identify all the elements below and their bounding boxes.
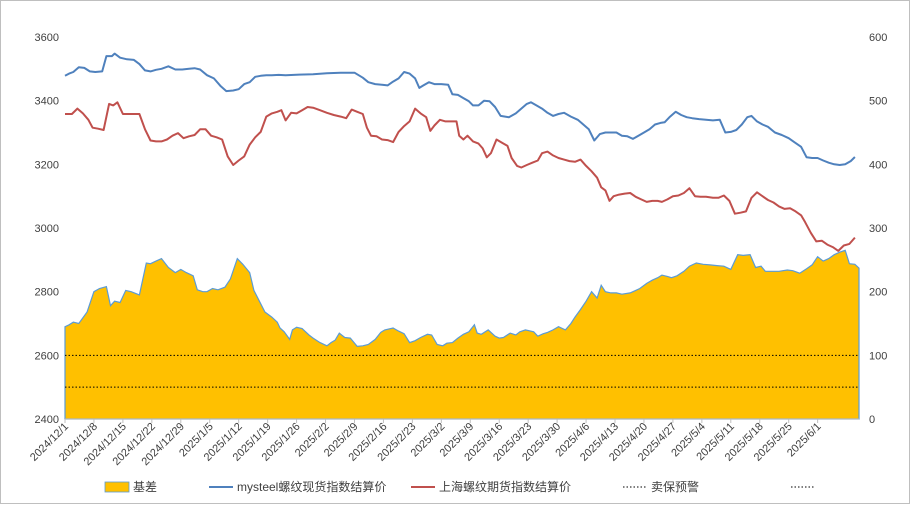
spot-index-line [64, 52, 856, 166]
y-left-tick-label: 3200 [35, 159, 59, 171]
y-right-tick-label: 300 [869, 223, 887, 235]
y-left-tick-label: 2600 [35, 350, 59, 362]
y-right-tick-label: 100 [869, 350, 887, 362]
y-right-tick-label: 400 [869, 159, 887, 171]
y-left-tick-label: 3600 [35, 32, 59, 44]
y-left-tick-label: 2800 [35, 287, 59, 299]
legend-swatch-basis [104, 481, 130, 493]
y-right-tick-label: 200 [869, 287, 887, 299]
y-left-tick-label: 2400 [35, 414, 59, 426]
y-left-tick-label: 3400 [35, 96, 59, 108]
legend-label: 基差 [133, 480, 157, 494]
y-right-tick-label: 0 [869, 414, 875, 426]
basis-area-layer [64, 249, 860, 420]
futures-index-line [65, 101, 856, 252]
legend-label: mysteel螺纹现货指数结算价 [237, 479, 386, 494]
legend-label: 上海螺纹期货指数结算价 [439, 479, 571, 494]
price-lines-layer [64, 52, 856, 252]
legend: 基差 mysteel螺纹现货指数结算价 上海螺纹期货指数结算价 卖保预警 [104, 479, 815, 494]
y-left-tick-label: 3000 [35, 223, 59, 235]
warning-lines-layer [65, 354, 859, 388]
y-right-tick-label: 600 [869, 32, 887, 44]
y-right-tick-label: 500 [869, 96, 887, 108]
basis-area [64, 249, 860, 420]
legend-label: 卖保预警 [651, 479, 699, 494]
